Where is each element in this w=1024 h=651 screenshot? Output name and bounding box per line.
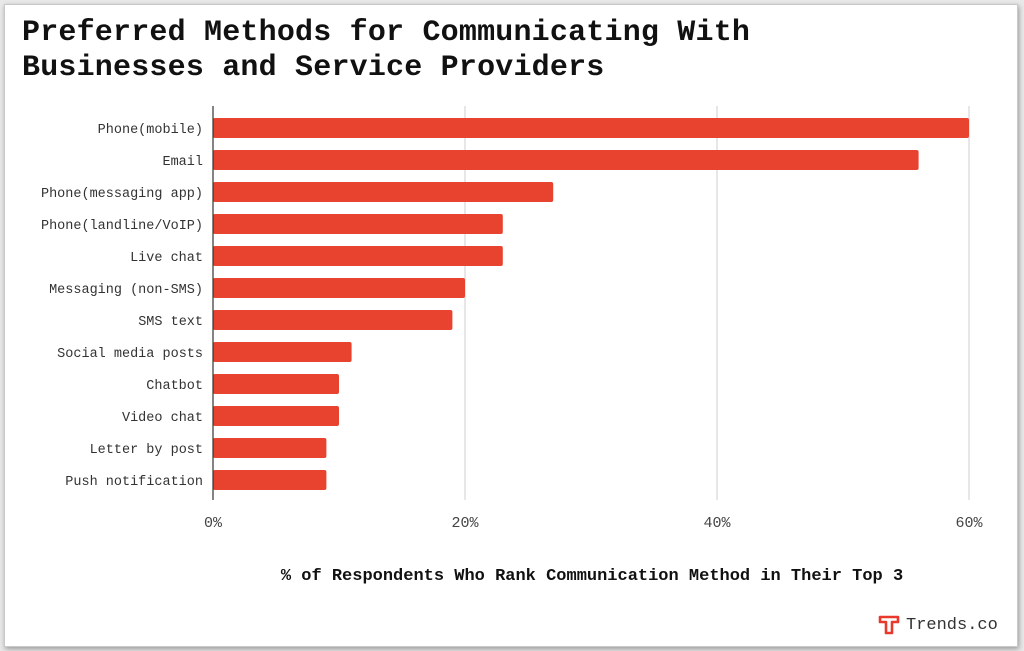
x-tick-label: 40% (703, 515, 731, 532)
bar (213, 310, 453, 330)
bar (213, 406, 339, 426)
bar (213, 470, 327, 490)
category-label: Messaging (non-SMS) (49, 283, 203, 298)
gridlines (464, 106, 970, 500)
trends-logo-icon (878, 615, 900, 635)
category-label: Phone(mobile) (98, 123, 203, 138)
category-label: Social media posts (57, 347, 203, 362)
category-label: Phone(messaging app) (41, 187, 203, 202)
chart-title-line-1: Preferred Methods for Communicating With (22, 16, 751, 50)
bar (213, 374, 339, 394)
x-tick-label: 60% (955, 515, 983, 532)
bar (213, 118, 969, 138)
category-label: Video chat (122, 411, 203, 426)
category-labels: Phone(mobile) Email Phone(messaging app) Ph… (41, 123, 203, 490)
category-label: Chatbot (146, 379, 203, 394)
category-label: Live chat (130, 251, 203, 266)
x-tick-label: 0% (204, 515, 223, 532)
bar (213, 182, 554, 202)
brand-name: Trends.co (906, 615, 998, 635)
chart-title-line-2: Businesses and Service Providers (22, 51, 605, 85)
bar (213, 214, 503, 234)
x-tick-labels: 0% 20% 40% 60% (204, 515, 984, 532)
category-label: Letter by post (90, 443, 203, 458)
bar (213, 342, 352, 362)
x-axis-label: % of Respondents Who Rank Communication … (281, 567, 903, 586)
category-label: Email (162, 155, 203, 170)
bars (213, 118, 969, 490)
bar (213, 246, 503, 266)
chart-card (4, 4, 1018, 647)
category-label: Phone(landline/VoIP) (41, 219, 203, 234)
bar (213, 438, 327, 458)
category-label: SMS text (138, 315, 203, 330)
brand-watermark: Trends.co (878, 614, 998, 636)
bar (213, 150, 919, 170)
bar (213, 278, 465, 298)
x-tick-label: 20% (451, 515, 479, 532)
chart-title: Preferred Methods for Communicating With… (22, 16, 750, 86)
category-label: Push notification (65, 475, 203, 490)
